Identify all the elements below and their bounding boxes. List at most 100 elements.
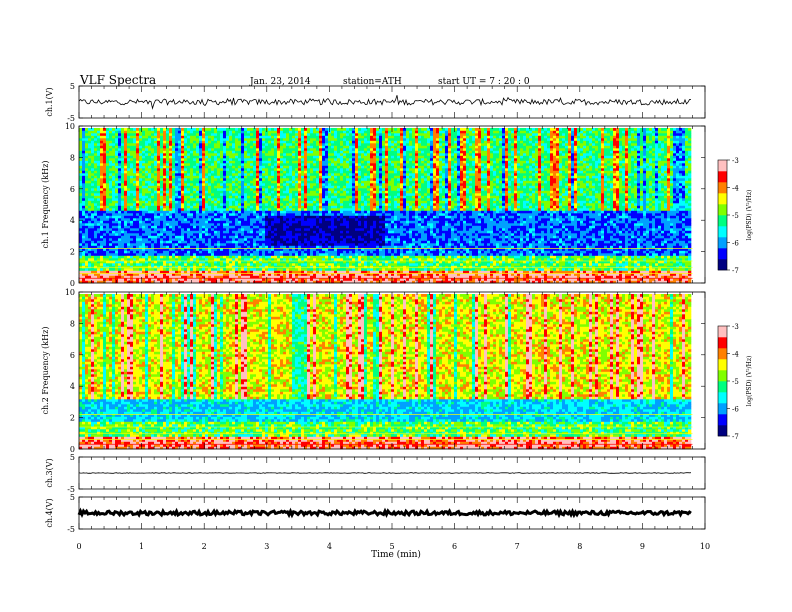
spectrogram-cell [121,243,124,246]
spectrogram-cell [112,223,115,226]
spectrogram-cell [88,198,91,201]
spectrogram-cell [139,206,142,209]
spectrogram-cell [139,148,142,151]
spectrogram-cell [127,163,130,166]
spectrogram-cell [85,131,88,134]
spectrogram-cell [82,181,85,184]
spectrogram-cell [94,253,97,256]
spectrogram-cell [115,161,118,164]
spectrogram-cell [142,206,145,209]
spectrogram-cell [130,263,133,266]
spectrogram-cell [91,228,94,231]
spectrogram-cell [115,171,118,174]
spectrogram-cell [142,133,145,136]
spectrogram-cell [109,188,112,191]
spectrogram-cell [103,161,106,164]
spectrogram-cell [94,203,97,206]
spectrogram-cell [133,206,136,209]
spectrogram-cell [130,156,133,159]
spectrogram-cell [127,161,130,164]
spectrogram-cell [139,163,142,166]
spectrogram-cell [94,263,97,266]
spectrogram-cell [85,238,88,241]
spectrogram-cell [85,258,88,261]
spectrogram-cell [139,166,142,169]
spectrogram-cell [82,143,85,146]
spectrogram-cell [109,268,112,271]
spectrogram-cell [139,253,142,256]
spectrogram-cell [115,223,118,226]
spectrogram-cell [82,276,85,279]
spectrogram-cell [82,141,85,144]
spectrogram-cell [121,251,124,254]
spectrogram-cell [133,233,136,236]
spectrogram-cell [139,196,142,199]
spectrogram-cell [115,181,118,184]
spectrogram-cell [103,163,106,166]
spectrogram-cell [106,188,109,191]
spectrogram-cell [142,251,145,254]
spectrogram-cell [94,231,97,234]
spectrogram-cell [94,241,97,244]
spectrogram-cell [139,251,142,254]
spectrogram-cell [121,246,124,249]
spectrogram-cell [109,138,112,141]
spectrogram-cell [133,186,136,189]
spectrogram-cell [106,133,109,136]
spectrogram-cell [136,263,139,266]
spectrogram-cell [124,263,127,266]
spectrogram-cell [103,128,106,131]
spectrogram-cell [109,203,112,206]
spectrogram-cell [139,211,142,214]
spectrogram-cell [91,213,94,216]
spectrogram-cell [100,193,103,196]
spectrogram-cell [82,216,85,219]
spectrogram-cell [100,191,103,194]
spectrogram-cell [100,203,103,206]
spectrogram-cell [79,138,82,141]
spectrogram-cell [100,271,103,274]
spectrogram-cell [109,148,112,151]
spectrogram-cell [127,166,130,169]
spectrogram-cell [133,221,136,224]
spectrogram-cell [121,263,124,266]
spectrogram-cell [115,276,118,279]
spectrogram-cell [106,128,109,131]
spectrogram-cell [79,188,82,191]
spectrogram-cell [88,246,91,249]
spectrogram-cell [100,208,103,211]
spectrogram-cell [118,203,121,206]
spectrogram-cell [133,178,136,181]
spectrogram-cell [133,193,136,196]
spectrogram-cell [127,241,130,244]
spectrogram-cell [85,133,88,136]
spectrogram-cell [121,253,124,256]
spectrogram-cell [130,143,133,146]
spectrogram-cell [127,201,130,204]
spectrogram-cell [133,251,136,254]
spectrogram-cell [112,148,115,151]
spectrogram-cell [112,151,115,154]
spectrogram-cell [100,176,103,179]
spectrogram-cell [88,133,91,136]
spectrogram-cell [94,211,97,214]
spectrogram-cell [124,226,127,229]
spectrogram-cell [127,158,130,161]
spectrogram-cell [115,221,118,224]
spectrogram-cell [139,208,142,211]
spectrogram-cell [85,138,88,141]
spectrogram-cell [118,216,121,219]
spectrogram-cell [88,156,91,159]
spectrogram-cell [79,233,82,236]
spectrogram-cell [79,241,82,244]
spectrogram-cell [130,201,133,204]
spectrogram-cell [82,161,85,164]
spectrogram-cell [139,238,142,241]
spectrogram-cell [139,171,142,174]
spectrogram-cell [91,241,94,244]
spectrogram-cell [94,128,97,131]
spectrogram-cell [121,238,124,241]
spectrogram-cell [112,136,115,139]
spectrogram-cell [97,258,100,261]
spectrogram-cell [133,238,136,241]
